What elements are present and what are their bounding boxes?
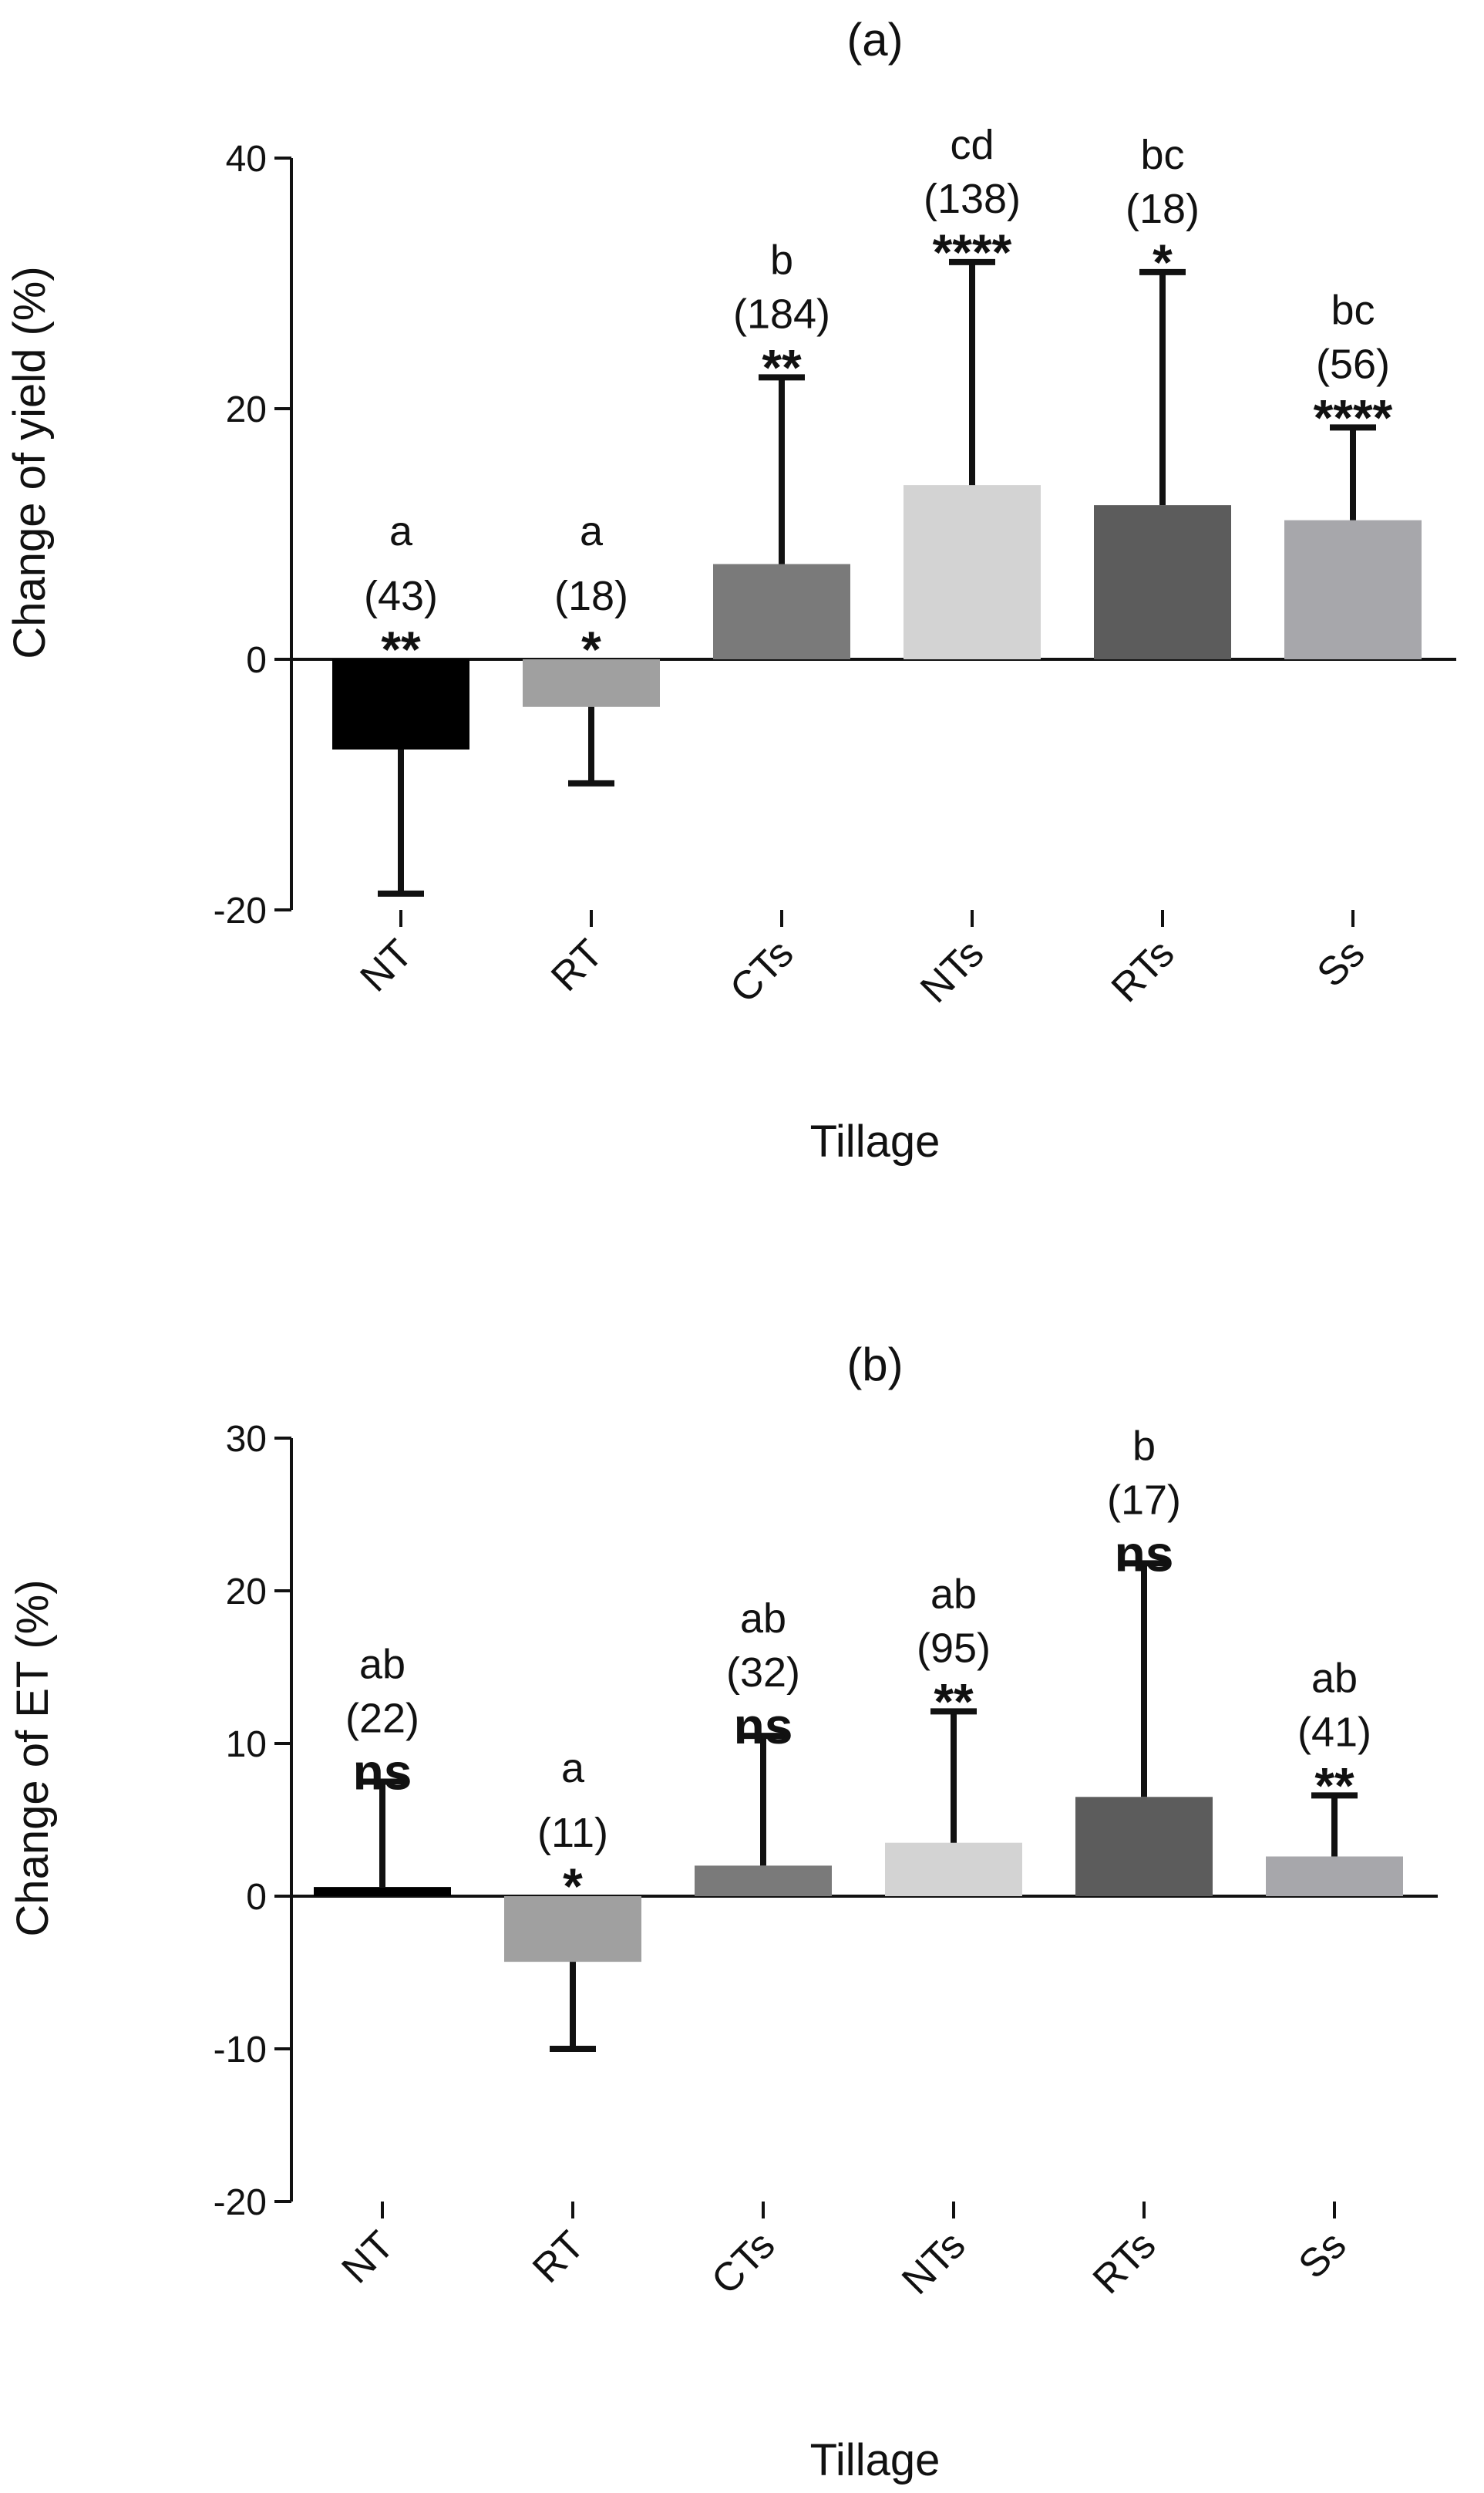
panel-b-bars bbox=[314, 1797, 1403, 1962]
category-label: CTs bbox=[722, 931, 802, 1011]
count-label: (95) bbox=[917, 1625, 991, 1671]
panel-a-error-bars bbox=[378, 258, 1376, 897]
letter-label: bc bbox=[1331, 287, 1375, 333]
bar bbox=[1094, 505, 1231, 659]
category-label: NTs bbox=[893, 2222, 974, 2303]
significance-label: * bbox=[581, 621, 601, 678]
panel-b-annotations: ns(22)ab*(11)ans(32)ab**(95)abns(17)b**(… bbox=[345, 1423, 1371, 1915]
bar bbox=[713, 564, 850, 659]
significance-label: ns bbox=[733, 1697, 792, 1754]
count-label: (17) bbox=[1107, 1477, 1181, 1523]
y-tick-label: 30 bbox=[226, 1419, 267, 1460]
panel-a-axes bbox=[290, 158, 1456, 927]
y-tick-label: 40 bbox=[226, 139, 267, 180]
letter-label: b bbox=[770, 237, 793, 283]
bar bbox=[1284, 520, 1422, 659]
panel-a-bars bbox=[332, 485, 1422, 750]
count-label: (18) bbox=[1126, 186, 1200, 232]
panel-a: (a) Change of yield (%) Tillage -20 0 20 40… bbox=[5, 14, 1456, 1167]
category-label: Ss bbox=[1309, 931, 1374, 996]
significance-label: ** bbox=[381, 621, 421, 678]
panel-a-x-axis-title: Tillage bbox=[810, 1117, 941, 1167]
letter-label: cd bbox=[950, 122, 994, 168]
count-label: (22) bbox=[345, 1696, 419, 1742]
significance-label: * bbox=[1153, 234, 1173, 291]
y-tick-label: 0 bbox=[246, 1877, 267, 1918]
y-tick-label: -10 bbox=[214, 2030, 267, 2070]
count-label: (18) bbox=[554, 573, 628, 619]
y-tick-label: 10 bbox=[226, 1724, 267, 1765]
category-label: NTs bbox=[912, 931, 992, 1011]
letter-label: ab bbox=[359, 1642, 405, 1688]
panel-b-title: (b) bbox=[846, 1339, 903, 1390]
count-label: (41) bbox=[1297, 1709, 1371, 1755]
panel-a-title: (a) bbox=[846, 14, 903, 66]
letter-label: ab bbox=[930, 1571, 977, 1617]
y-tick-label: 20 bbox=[226, 1572, 267, 1612]
category-label: NT bbox=[333, 2222, 402, 2292]
significance-label: * bbox=[563, 1858, 583, 1915]
count-label: (184) bbox=[733, 291, 830, 337]
category-label: Ss bbox=[1291, 2222, 1355, 2287]
letter-label: b bbox=[1132, 1423, 1156, 1469]
letter-label: a bbox=[389, 508, 413, 554]
bar bbox=[695, 1865, 832, 1896]
panel-a-y-ticks: -20 0 20 40 bbox=[214, 139, 291, 932]
panel-b-x-axis-title: Tillage bbox=[810, 2435, 941, 2485]
bar bbox=[332, 659, 469, 750]
y-tick-label: 0 bbox=[246, 640, 267, 681]
panel-b-categories: NT RT CTs NTs RTs Ss bbox=[333, 2222, 1354, 2303]
count-label: (11) bbox=[537, 1810, 608, 1856]
bar bbox=[314, 1887, 451, 1896]
panel-b: (b) Change of ET (%) Tillage -20 -10 0 10 20… bbox=[8, 1339, 1438, 2485]
panel-a-annotations: **(43)a*(18)a**(184)b ****(138)cd*(18)bc*… bbox=[364, 122, 1393, 678]
panel-b-axes bbox=[290, 1438, 1438, 2218]
category-label: CTs bbox=[703, 2222, 783, 2303]
bar bbox=[504, 1896, 641, 1962]
letter-label: ab bbox=[740, 1595, 786, 1642]
significance-label: ns bbox=[1114, 1524, 1173, 1582]
bar bbox=[885, 1842, 1022, 1896]
letter-label: ab bbox=[1311, 1655, 1358, 1701]
category-label: RT bbox=[524, 2222, 593, 2291]
significance-label: **** bbox=[1314, 389, 1393, 446]
category-label: RTs bbox=[1103, 931, 1183, 1011]
panel-b-y-axis-title: Change of ET (%) bbox=[8, 1579, 58, 1936]
panel-b-error-bars bbox=[359, 1560, 1358, 2052]
panel-a-categories: NT RT CTs NTs RTs Ss bbox=[352, 931, 1373, 1011]
count-label: (43) bbox=[364, 573, 438, 619]
count-label: (32) bbox=[726, 1649, 800, 1696]
y-tick-label: 20 bbox=[226, 389, 267, 430]
significance-label: ns bbox=[352, 1743, 412, 1801]
significance-label: ** bbox=[1314, 1757, 1354, 1814]
category-label: RT bbox=[543, 931, 611, 999]
bar bbox=[1075, 1797, 1213, 1896]
bar bbox=[904, 485, 1041, 659]
significance-label: ** bbox=[934, 1673, 974, 1730]
y-tick-label: -20 bbox=[214, 891, 267, 932]
bar bbox=[1266, 1856, 1403, 1896]
significance-label: ** bbox=[762, 339, 802, 396]
category-label: RTs bbox=[1085, 2222, 1165, 2303]
letter-label: a bbox=[580, 508, 604, 554]
category-label: NT bbox=[352, 931, 421, 1000]
letter-label: bc bbox=[1140, 132, 1184, 178]
letter-label: a bbox=[561, 1745, 585, 1791]
panel-b-y-ticks: -20 -10 0 10 20 30 bbox=[214, 1419, 291, 2223]
bar bbox=[523, 659, 660, 707]
count-label: (138) bbox=[924, 176, 1021, 222]
panel-a-y-axis-title: Change of yield (%) bbox=[5, 266, 55, 659]
count-label: (56) bbox=[1316, 341, 1390, 387]
significance-label: **** bbox=[933, 224, 1012, 281]
y-tick-label: -20 bbox=[214, 2182, 267, 2223]
